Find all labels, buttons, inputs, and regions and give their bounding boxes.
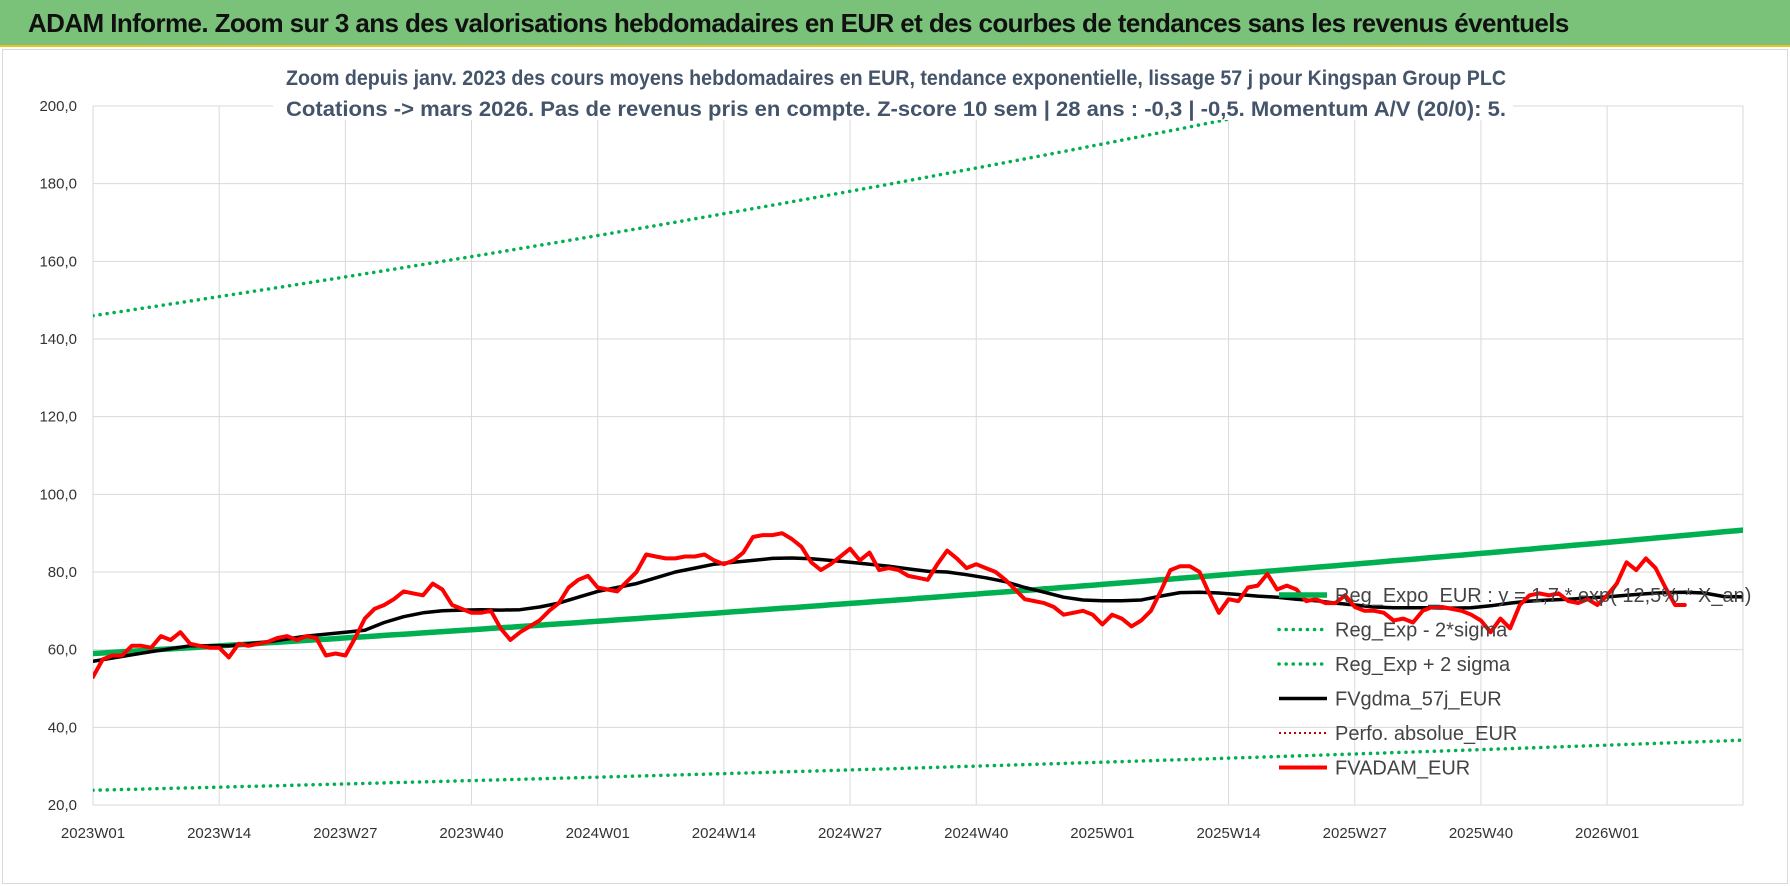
chart-area: 20,0 40,0 60,0 80,0 100,0 120,0 140,0 160,0 180,… (2, 49, 1788, 884)
x-tick-label: 2024W27 (818, 825, 882, 842)
legend-entry: Reg_Expo_EUR : y = 1,7 * exp( 12,5% * X_… (1335, 585, 1751, 607)
x-tick-label: 2023W40 (439, 825, 503, 842)
x-tick-label: 2023W27 (313, 825, 377, 842)
x-tick-label: 2025W40 (1449, 825, 1513, 842)
y-tick-label: 180,0 (39, 176, 77, 193)
y-tick-label: 40,0 (48, 719, 77, 736)
line-chart: 20,0 40,0 60,0 80,0 100,0 120,0 140,0 160,0 180,… (39, 58, 1751, 842)
series-group (93, 104, 1743, 792)
page-title: ADAM Informe. Zoom sur 3 ans des valoris… (28, 8, 1569, 38)
legend-entry: Reg_Exp + 2 sigma (1335, 654, 1511, 676)
x-tick-label: 2025W14 (1196, 825, 1260, 842)
series-line-fvgdma-57j-eur (93, 556, 1743, 664)
series-line-reg-expo-eur-y-1-7-exp-12-5-x-an (93, 527, 1743, 657)
x-tick-label: 2026W01 (1575, 825, 1639, 842)
series-line-fvadam-eur (93, 531, 1687, 679)
legend-entry: Perfo. absolue_EUR (1335, 723, 1517, 745)
y-tick-label: 100,0 (39, 486, 77, 503)
y-tick-label: 160,0 (39, 253, 77, 270)
series-line-reg-exp-2-sigma (93, 104, 1312, 318)
x-tick-label: 2023W14 (187, 825, 251, 842)
legend-entry: Reg_Exp - 2*sigma (1335, 620, 1508, 642)
y-tick-label: 200,0 (39, 98, 77, 115)
y-tick-label: 140,0 (39, 331, 77, 348)
x-tick-label: 2024W14 (692, 825, 756, 842)
y-tick-label: 120,0 (39, 409, 77, 426)
x-tick-label: 2025W01 (1070, 825, 1134, 842)
x-tick-label: 2024W01 (566, 825, 630, 842)
y-tick-label: 60,0 (48, 642, 77, 659)
x-tick-label: 2025W27 (1323, 825, 1387, 842)
y-tick-label: 80,0 (48, 564, 77, 581)
chart-title-background (273, 58, 1513, 120)
y-tick-label: 20,0 (48, 797, 77, 814)
x-tick-label: 2024W40 (944, 825, 1008, 842)
chart-title-line2: Cotations -> mars 2026. Pas de revenus p… (286, 98, 1506, 121)
series-line-reg-exp-2-sigma (93, 738, 1743, 792)
chart-title-line1: Zoom depuis janv. 2023 des cours moyens … (286, 67, 1506, 90)
header-bar: ADAM Informe. Zoom sur 3 ans des valoris… (0, 0, 1790, 47)
x-tick-label: 2023W01 (61, 825, 125, 842)
legend-entry: FVADAM_EUR (1335, 758, 1470, 780)
legend-entry: FVgdma_57j_EUR (1335, 689, 1502, 711)
